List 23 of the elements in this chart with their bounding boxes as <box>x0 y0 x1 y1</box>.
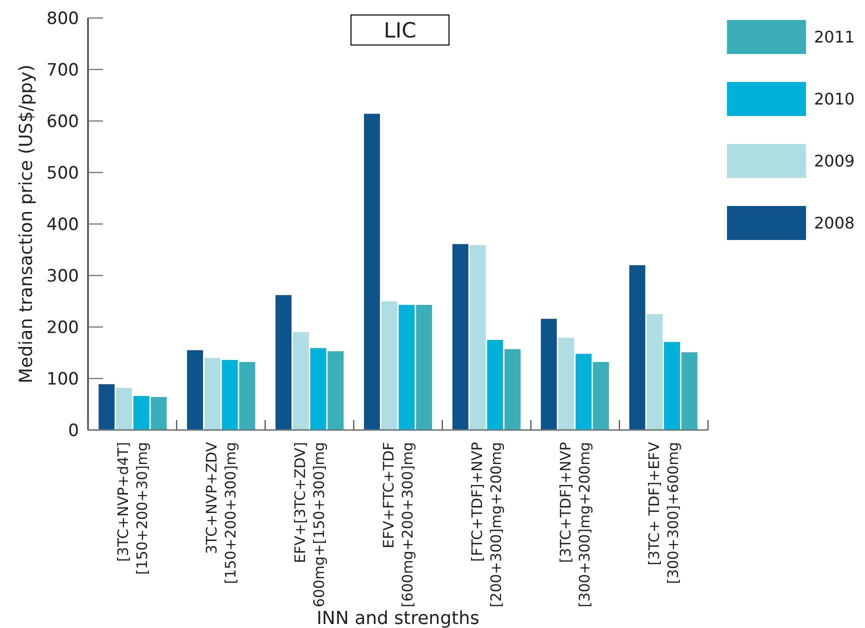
legend-label: 2008 <box>814 214 855 233</box>
y-axis-title: Median transaction price (US$/ppy) <box>16 64 37 384</box>
x-tick-label: [3TC+TDF]+NVP [300+300]mg+200mg <box>558 442 594 608</box>
x-tick-label: EFV+[3TC+ZDV] 600mg+[150+300]mg <box>293 442 328 608</box>
y-tick-label: 600 <box>46 112 79 132</box>
x-axis-title: INN and strengths <box>316 608 480 628</box>
x-tick-label: 3TC+NVP+ZDV [150+200+300]mg <box>204 442 240 584</box>
x-tick-label: [3TC+NVP+d4T] [150+200+30]mg <box>116 442 152 575</box>
y-tick-label: 100 <box>46 369 79 390</box>
y-tick-label: 700 <box>46 60 79 80</box>
x-tick-label: [FTC+TDF]+NVP [200+300]mg+200mg <box>470 442 505 608</box>
x-tick-label: [3TC+ TDF]+EFV [300+300]+600mg <box>646 442 682 584</box>
y-tick-label: 800 <box>46 8 79 29</box>
y-tick-label: 0 <box>68 420 79 441</box>
y-tick-label: 500 <box>46 163 79 184</box>
y-tick-label: 200 <box>46 318 79 338</box>
y-tick-label: 300 <box>46 266 79 286</box>
legend-label: 2011 <box>814 28 855 47</box>
x-tick-label: EFV+FTC+TDF [600mg+200+300]mg <box>382 442 416 608</box>
legend-label: 2009 <box>814 152 855 171</box>
y-tick-label: 400 <box>46 214 79 235</box>
chart-title: LIC <box>384 18 416 42</box>
legend-label: 2010 <box>814 90 855 109</box>
